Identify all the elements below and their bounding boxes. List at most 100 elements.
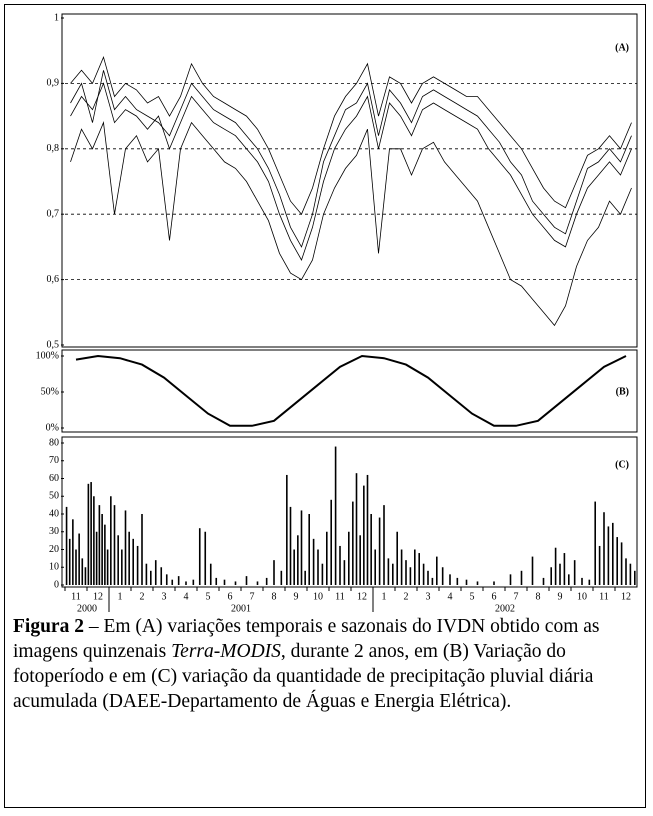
- x-tick-label: 8: [272, 591, 277, 602]
- x-tick-label: 4: [448, 591, 453, 602]
- bar: [198, 528, 201, 585]
- bar: [441, 567, 444, 585]
- bar: [554, 547, 557, 585]
- y-tick-label: 20: [49, 544, 59, 555]
- x-tick-label: 10: [313, 591, 323, 602]
- bar: [431, 577, 434, 585]
- bar: [223, 579, 226, 585]
- bar: [449, 574, 451, 585]
- x-tick-label: 9: [294, 591, 299, 602]
- bar: [422, 563, 425, 585]
- bar: [215, 577, 218, 585]
- bar: [634, 570, 636, 585]
- bar: [113, 505, 116, 585]
- caption: Figura 2 – Em (A) variações temporais e …: [13, 614, 628, 714]
- bar: [550, 567, 552, 585]
- bar: [383, 505, 385, 585]
- bar: [312, 538, 315, 585]
- bar: [598, 545, 601, 585]
- plot-frame: [61, 436, 638, 588]
- bar: [409, 567, 412, 585]
- bar: [128, 531, 130, 585]
- x-tick-label: 2: [404, 591, 409, 602]
- y-tick-label: 0,8: [47, 143, 60, 154]
- bar: [117, 535, 119, 585]
- bar: [141, 514, 143, 585]
- bar: [300, 510, 303, 585]
- bar: [204, 531, 207, 585]
- y-tick-label: 0,9: [47, 78, 60, 89]
- x-tick-label: 5: [206, 591, 211, 602]
- x-tick-label: 3: [162, 591, 167, 602]
- bar: [68, 538, 71, 585]
- x-year-label: 2001: [231, 603, 251, 612]
- bar: [616, 537, 618, 585]
- bar: [280, 570, 283, 585]
- y-tick-label: 10: [49, 562, 59, 573]
- bar: [87, 483, 90, 585]
- y-tick-label: 0: [54, 579, 59, 590]
- bar: [75, 549, 77, 585]
- x-tick-label: 5: [470, 591, 475, 602]
- bar: [65, 506, 68, 585]
- bar: [568, 574, 570, 585]
- bar: [256, 581, 259, 585]
- x-tick-label: 9: [558, 591, 563, 602]
- bar: [520, 570, 523, 585]
- bar: [136, 545, 139, 585]
- bar: [321, 563, 324, 585]
- bar: [427, 570, 429, 585]
- bar: [456, 577, 459, 585]
- x-tick-label: 1: [382, 591, 387, 602]
- bar: [387, 558, 390, 585]
- bar: [317, 549, 319, 585]
- bar: [392, 563, 394, 585]
- bar: [209, 563, 212, 585]
- x-tick-label: 7: [250, 591, 255, 602]
- bar: [400, 549, 403, 585]
- y-tick-label: 50: [49, 491, 59, 502]
- bar: [90, 482, 92, 585]
- caption-text: – Em (A) variações temporais e sazonais …: [13, 616, 600, 662]
- y-tick-label: 60: [49, 473, 59, 484]
- bar: [297, 535, 299, 585]
- bar: [165, 574, 168, 585]
- bar: [308, 514, 310, 585]
- bar: [339, 545, 341, 585]
- bar: [177, 576, 180, 585]
- bar: [154, 560, 157, 585]
- bar: [348, 531, 350, 585]
- x-year-label: 2000: [77, 603, 97, 612]
- bar: [171, 579, 174, 585]
- bar: [78, 533, 80, 585]
- bar: [192, 579, 195, 585]
- x-tick-label: 11: [71, 591, 81, 602]
- bar: [160, 567, 163, 585]
- x-tick-label: 2: [140, 591, 145, 602]
- x-tick-label: 8: [536, 591, 541, 602]
- bar: [72, 519, 74, 585]
- x-tick-label: 10: [577, 591, 587, 602]
- panel-label: (A): [615, 42, 629, 53]
- x-tick-label: 12: [93, 591, 103, 602]
- bar: [612, 522, 614, 585]
- bar: [145, 563, 148, 585]
- bar: [625, 558, 627, 585]
- bar: [465, 579, 468, 585]
- bar: [607, 526, 610, 585]
- bar: [106, 549, 109, 585]
- x-tick-label: 11: [599, 591, 609, 602]
- bar: [110, 496, 112, 585]
- x-tick-label: 6: [492, 591, 497, 602]
- y-tick-label: 50%: [41, 386, 59, 397]
- y-tick-label: 80: [49, 437, 59, 448]
- figure-border: [4, 4, 646, 808]
- y-tick-label: 1: [54, 12, 59, 23]
- bar: [559, 563, 561, 585]
- bar: [81, 558, 84, 585]
- bar: [95, 531, 98, 585]
- bar: [273, 560, 275, 585]
- y-tick-label: 40: [49, 508, 59, 519]
- bar: [588, 579, 591, 585]
- y-tick-label: 100%: [36, 350, 59, 361]
